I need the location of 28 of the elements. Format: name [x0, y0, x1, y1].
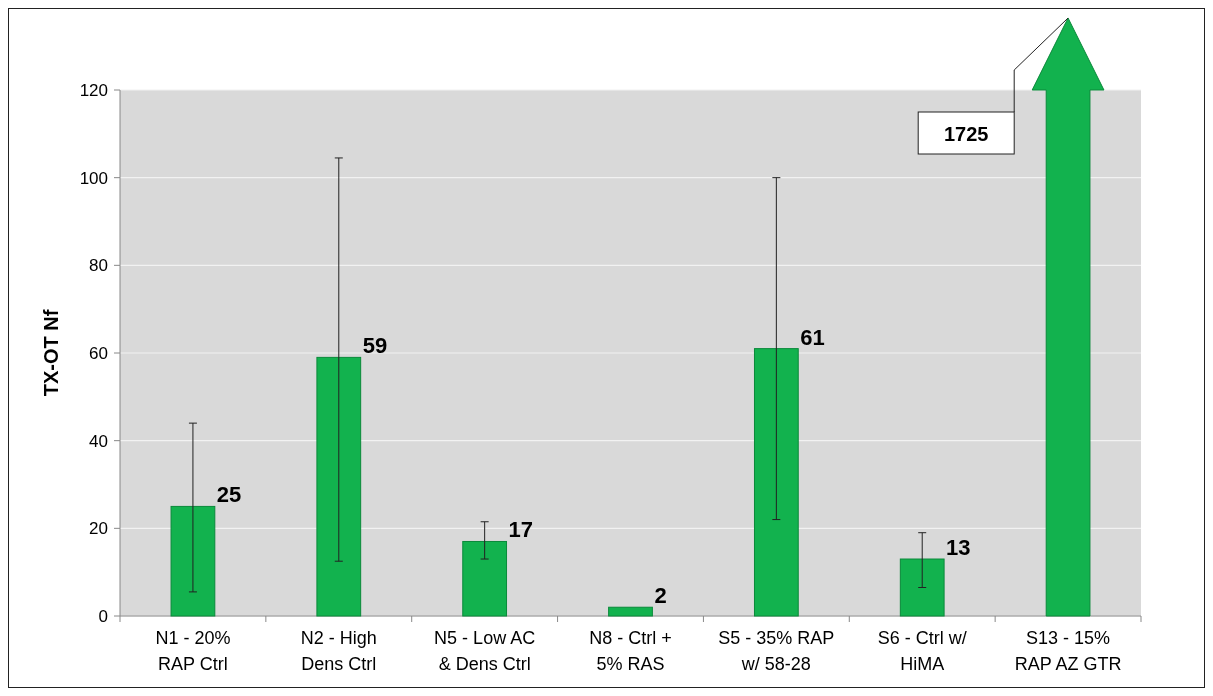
y-tick-label: 0 — [98, 606, 108, 626]
data-label: 2 — [654, 583, 667, 609]
x-tick-label: S13 - 15% RAP AZ GTR — [1014, 628, 1122, 674]
y-tick-label: 60 — [89, 343, 108, 363]
x-tick-label: S5 - 35% RAP w/ 58-28 — [718, 628, 835, 674]
y-tick-label: 20 — [89, 519, 108, 539]
data-label: 59 — [362, 333, 388, 359]
x-tick-label: N5 - Low AC & Dens Ctrl — [434, 628, 536, 674]
y-tick-label: 120 — [79, 80, 108, 100]
data-label: 61 — [800, 324, 825, 350]
bar — [462, 540, 508, 617]
bar — [753, 348, 799, 617]
bar — [899, 558, 945, 617]
data-label: 13 — [946, 535, 971, 561]
annotation: 1725 — [943, 123, 989, 145]
x-tick-label: N1 - 20% RAP Ctrl — [155, 628, 231, 674]
bar — [316, 356, 362, 617]
data-label: 25 — [216, 482, 242, 508]
x-tick-label: N2 - High Dens Ctrl — [300, 628, 377, 674]
bar — [170, 505, 216, 617]
y-tick-label: 40 — [89, 431, 108, 451]
y-tick-label: 100 — [79, 168, 108, 188]
y-tick-label: 80 — [89, 256, 108, 276]
bar — [608, 606, 653, 617]
x-tick-label: N8 - Ctrl + 5% RAS — [589, 628, 672, 674]
data-label: 17 — [508, 517, 534, 543]
y-axis-title: TX-OT Nf — [40, 309, 62, 397]
x-tick-label: S6 - Ctrl w/ HiMA — [877, 628, 967, 674]
